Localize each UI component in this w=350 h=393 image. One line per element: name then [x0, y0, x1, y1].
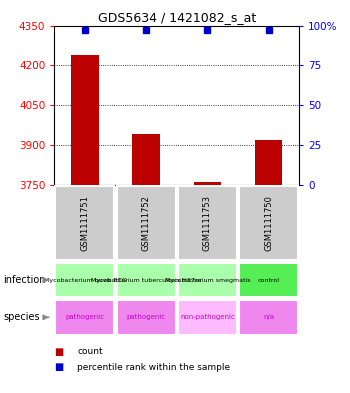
Text: infection: infection: [4, 275, 46, 285]
Bar: [255, 140, 282, 185]
Bar: [55, 300, 114, 334]
Bar: [55, 186, 114, 260]
Text: pathogenic: pathogenic: [127, 314, 166, 320]
Text: Mycobacterium bovis BCG: Mycobacterium bovis BCG: [43, 277, 126, 283]
Title: GDS5634 / 1421082_s_at: GDS5634 / 1421082_s_at: [98, 11, 256, 24]
Bar: [239, 186, 298, 260]
Text: species: species: [4, 312, 40, 322]
Bar: [117, 263, 175, 297]
Text: GSM1111752: GSM1111752: [142, 195, 150, 251]
Bar: [178, 186, 237, 260]
Text: ■: ■: [54, 347, 63, 357]
Text: count: count: [77, 347, 103, 356]
Text: GSM1111750: GSM1111750: [264, 195, 273, 251]
Text: n/a: n/a: [263, 314, 274, 320]
Text: GSM1111753: GSM1111753: [203, 195, 212, 251]
Text: Mycobacterium tuberculosis H37ra: Mycobacterium tuberculosis H37ra: [91, 277, 201, 283]
Text: GSM1111751: GSM1111751: [80, 195, 89, 251]
Bar: [178, 300, 237, 334]
Bar: [71, 55, 99, 185]
Bar: [178, 263, 237, 297]
Bar: [117, 186, 175, 260]
Text: pathogenic: pathogenic: [65, 314, 104, 320]
Bar: [132, 134, 160, 185]
Bar: [117, 300, 175, 334]
Bar: [239, 300, 298, 334]
Text: control: control: [258, 277, 280, 283]
Text: non-pathogenic: non-pathogenic: [180, 314, 235, 320]
Bar: [55, 263, 114, 297]
Text: Mycobacterium smegmatis: Mycobacterium smegmatis: [164, 277, 250, 283]
Text: ■: ■: [54, 362, 63, 373]
Bar: [239, 263, 298, 297]
Text: percentile rank within the sample: percentile rank within the sample: [77, 363, 230, 372]
Bar: [194, 182, 221, 185]
